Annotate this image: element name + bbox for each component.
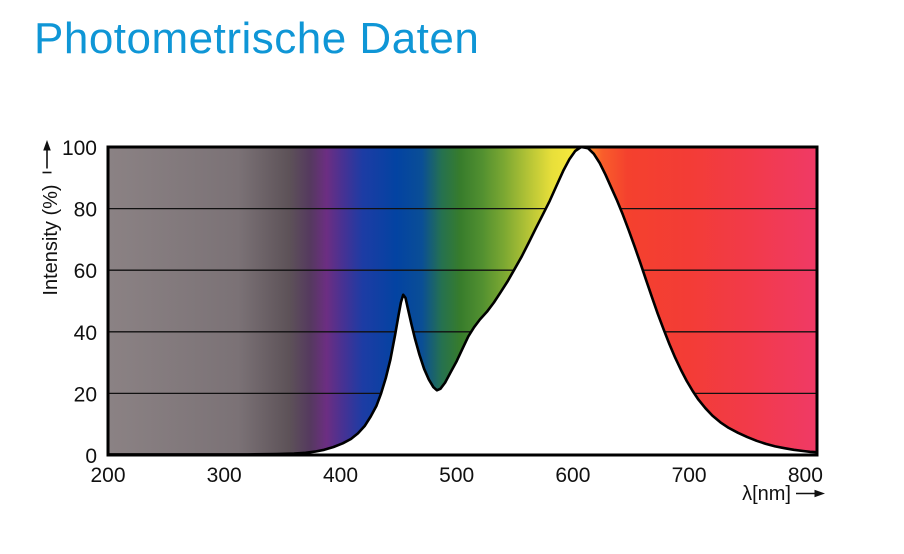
plot-border — [106, 145, 819, 457]
x-tick-label: 500 — [439, 464, 474, 487]
x-tick-label: 200 — [90, 464, 125, 487]
x-tick-label: 700 — [672, 464, 707, 487]
x-axis-ticks: 200 300 400 500 600 700 800 — [90, 464, 822, 487]
x-axis-label: λ[nm] — [742, 483, 791, 505]
y-tick-label: 60 — [74, 260, 97, 283]
y-axis-arrow-icon — [42, 140, 52, 174]
y-tick-label: 80 — [74, 199, 97, 222]
spectrum-curve — [106, 145, 819, 456]
y-tick-label: 100 — [62, 137, 97, 160]
y-tick-label: 20 — [74, 383, 97, 406]
page-title: Photometrische Daten — [34, 14, 480, 63]
y-axis-label: Intensity (%) — [40, 184, 62, 295]
y-tick-label: 0 — [85, 445, 97, 468]
x-tick-label: 800 — [788, 464, 823, 487]
curve-underfill — [108, 147, 817, 455]
x-tick-label: 400 — [323, 464, 358, 487]
x-axis-arrow-icon — [796, 489, 825, 498]
y-tick-label: 40 — [74, 322, 97, 345]
x-tick-label: 600 — [555, 464, 590, 487]
x-tick-label: 300 — [207, 464, 242, 487]
y-axis-ticks: 100 80 60 40 20 0 — [62, 137, 97, 468]
